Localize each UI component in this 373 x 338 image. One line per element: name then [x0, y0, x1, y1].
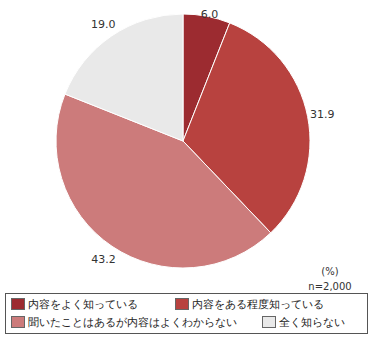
legend-swatch — [12, 299, 25, 310]
chart-svg: 6.0 31.9 43.2 19.0 (%) n=2,000 内容をよく知っている 内容をある… — [0, 0, 373, 338]
legend-label: 聞いたことはあるが内容はよくわからない — [28, 316, 237, 328]
legend-label: 内容をよく知っている — [28, 298, 138, 310]
legend-swatch — [176, 299, 189, 310]
data-label: 19.0 — [91, 18, 116, 31]
legend-frame — [6, 294, 368, 334]
slices — [56, 14, 310, 268]
data-label: 31.9 — [310, 108, 335, 121]
data-label: 6.0 — [201, 8, 219, 21]
data-label: 43.2 — [91, 253, 116, 266]
legend-swatch — [12, 317, 25, 328]
chart-container: 6.0 31.9 43.2 19.0 (%) n=2,000 内容をよく知っている 内容をある… — [0, 0, 373, 338]
annotation: n=2,000 — [308, 281, 351, 292]
legend-label: 内容をある程度知っている — [192, 298, 324, 310]
annotation: (%) — [321, 266, 338, 277]
legend: 内容をよく知っている 内容をある程度知っている聞いたことはあるが内容はよくわからな… — [6, 294, 368, 334]
pie-slice — [65, 14, 183, 141]
legend-label: 全く知らない — [279, 316, 345, 328]
legend-swatch — [263, 317, 276, 328]
